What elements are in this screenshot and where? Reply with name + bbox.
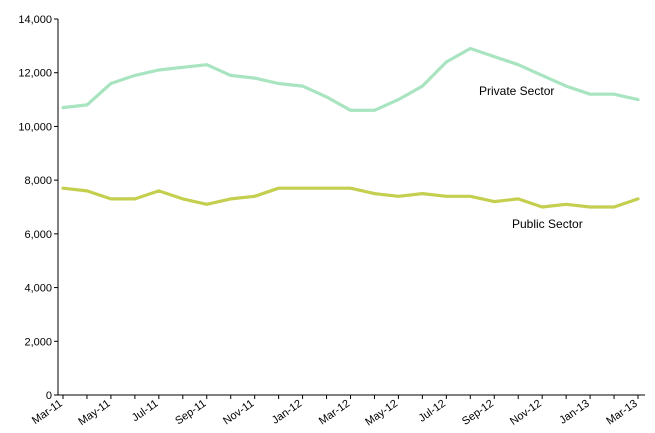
y-tick-label: 12,000: [18, 68, 52, 80]
y-tick-label: 14,000: [18, 14, 52, 26]
x-tick-label: Mar-12: [317, 398, 352, 428]
axes: [57, 19, 645, 396]
x-tick-label: Jan-12: [270, 398, 304, 427]
series-lines: [61, 46, 640, 209]
y-tick-label: 0: [46, 390, 52, 402]
y-tick-label: 2,000: [24, 336, 52, 348]
series-label-private-sector: Private Sector: [479, 84, 554, 98]
series-line-public-sector: [61, 186, 640, 209]
x-tick-label: Sep-12: [460, 398, 496, 428]
x-tick-label: May-12: [363, 398, 400, 429]
y-tick-label: 8,000: [24, 175, 52, 187]
x-axis-ticks: Mar-11 May-11 Jul-11 Sep-11 Nov-11 Jan-12 Mar-…: [30, 395, 640, 429]
y-axis-ticks: 0 2,000 4,000 6,000 8,000 10,000 12,000 14,000: [18, 14, 58, 402]
x-tick-label: Jul-11: [130, 398, 161, 425]
series-label-public-sector: Public Sector: [512, 217, 583, 231]
x-tick-label: Nov-11: [221, 398, 256, 428]
y-tick-label: 6,000: [24, 229, 52, 241]
x-tick-label: Mar-11: [30, 398, 65, 427]
y-tick-label: 4,000: [24, 283, 52, 295]
x-tick-label: Nov-12: [508, 398, 544, 428]
series-line-private-sector: [61, 46, 640, 112]
x-tick-label: Jul-12: [417, 398, 448, 425]
x-tick-label: Jan-13: [557, 398, 591, 427]
x-tick-label: May-11: [76, 398, 112, 428]
x-tick-label: Sep-11: [173, 398, 208, 428]
x-tick-label: Mar-13: [604, 398, 639, 428]
y-tick-label: 10,000: [18, 121, 52, 133]
series-labels: Private Sector Public Sector: [479, 84, 583, 231]
